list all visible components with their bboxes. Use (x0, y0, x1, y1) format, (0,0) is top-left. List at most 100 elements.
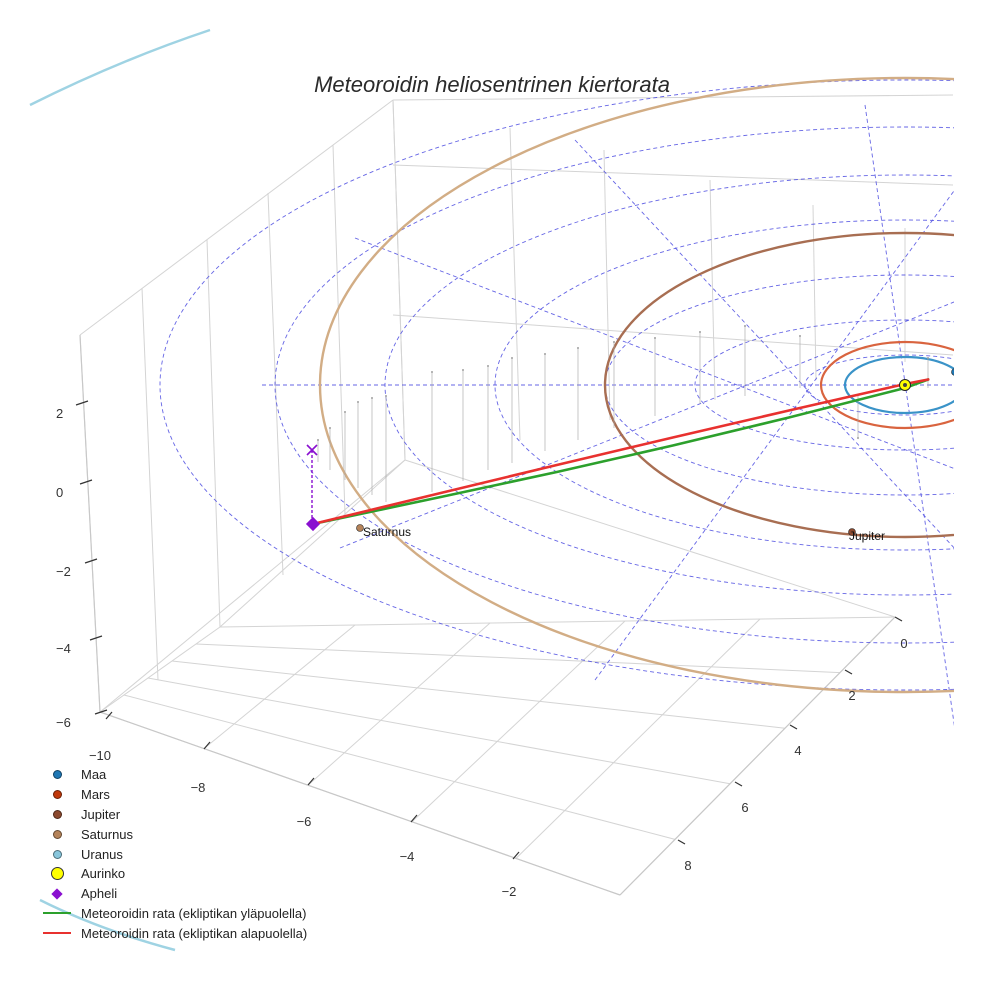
drop-point (613, 341, 615, 343)
drop-point (385, 395, 387, 397)
legend-label: Mars (81, 787, 110, 803)
wall-grid-line (141, 287, 159, 681)
legend-label: Meteoroidin rata (ekliptikan yläpuolella… (81, 905, 307, 921)
legend-swatch (51, 888, 63, 900)
orbit-saturnus (318, 76, 954, 694)
trajectory-below-ecliptic (311, 378, 930, 526)
floor-grid-line (307, 622, 491, 786)
wall-grid-line (392, 164, 954, 186)
y-tick-label: 2 (848, 688, 855, 703)
ecliptic-grid-line (339, 301, 954, 549)
drop-point (462, 369, 464, 371)
x-tick-mark (410, 814, 418, 823)
wall-grid-line (219, 459, 406, 628)
chart-title: Meteoroidin heliosentrinen kiertorata (314, 72, 670, 97)
tick-labels: −10 −8 −6 −4 −2 0 2 4 6 8 2 0 −2 −4 −6 (56, 400, 908, 899)
drop-point (371, 397, 373, 399)
ecliptic-grid-ring (494, 219, 954, 551)
planet-maa (951, 368, 954, 376)
legend-item: Apheli (40, 884, 307, 904)
wall-grid-line (99, 459, 406, 713)
legend-item: Uranus (40, 844, 307, 864)
wall-grid-line (392, 94, 954, 101)
orbit-uranus (29, 28, 211, 107)
x-tick-label: −4 (400, 849, 415, 864)
planet-orbits (29, 28, 954, 952)
x-axis-line (99, 711, 621, 896)
planet-label-jupiter: Jupiter (849, 529, 885, 543)
legend-label: Aurinko (81, 866, 126, 882)
orbit-jupiter (603, 231, 954, 539)
z-tick-mark (79, 479, 93, 485)
ecliptic-grid-line (354, 237, 954, 469)
legend-symbol (40, 767, 74, 783)
z-tick-label: 0 (56, 485, 63, 500)
axes-grid (79, 94, 954, 896)
floor-grid-line (411, 620, 626, 823)
ecliptic-grid-line (594, 190, 954, 681)
floor-grid-line (203, 624, 356, 749)
legend-symbol (40, 826, 74, 842)
drop-point (544, 353, 546, 355)
drop-point (577, 347, 579, 349)
y-tick-label: 6 (741, 800, 748, 815)
x-tick-mark (203, 741, 211, 750)
planet-label-maa: Maa (958, 362, 982, 376)
ecliptic-grid-line (574, 139, 954, 549)
drop-point (511, 357, 513, 359)
wall-grid-line (392, 314, 954, 356)
markers: Maa Jupiter Saturnus (305, 362, 982, 543)
z-tick-label: −2 (56, 564, 71, 579)
drop-point (744, 325, 746, 327)
y-axis-line (619, 616, 896, 896)
floor-grid-line (195, 643, 841, 674)
legend-symbol (40, 806, 74, 822)
z-tick-label: −6 (56, 715, 71, 730)
planet-jupiter (848, 528, 856, 536)
floor-grid-line (219, 616, 896, 628)
x-tick-mark (512, 851, 520, 860)
wall-grid-line (709, 179, 716, 401)
z-axis-line (79, 334, 101, 713)
floor-grid-line (99, 626, 221, 713)
legend-label: Maa (81, 767, 107, 783)
drop-point (654, 337, 656, 339)
legend-label: Jupiter (81, 806, 121, 822)
drop-point (431, 371, 433, 373)
planet-saturnus (356, 524, 364, 532)
z-tick-label: −4 (56, 641, 71, 656)
z-tick-mark (94, 709, 108, 715)
wall-grid-line (206, 239, 221, 628)
legend-swatch (52, 849, 62, 859)
z-tick-mark (84, 558, 98, 564)
orbit-maa (843, 355, 954, 415)
legend-item: Saturnus (40, 824, 307, 844)
wall-grid-line (332, 144, 346, 516)
legend-item: Aurinko (40, 864, 307, 884)
legend-item: Meteoroidin rata (ekliptikan alapuolella… (40, 923, 307, 943)
y-tick-mark (894, 616, 903, 622)
drop-point (927, 357, 929, 359)
legend-swatch (52, 790, 62, 800)
wall-grid-line (603, 149, 611, 421)
legend-symbol (40, 905, 74, 921)
legend-item: Mars (40, 785, 307, 805)
drop-point (699, 331, 701, 333)
wall-grid-line (79, 99, 394, 336)
legend-label: Uranus (81, 846, 123, 862)
drop-point (329, 427, 331, 429)
floor-grid-line (515, 618, 761, 859)
legend-label: Meteoroidin rata (ekliptikan alapuolella… (81, 925, 308, 941)
y-tick-mark (789, 724, 798, 730)
z-tick-mark (89, 635, 103, 641)
drop-point (487, 365, 489, 367)
legend-swatch (43, 912, 71, 915)
legend-swatch (52, 829, 62, 839)
legend-swatch (43, 932, 71, 935)
y-tick-mark (677, 839, 686, 845)
z-tick-label: 2 (56, 406, 63, 421)
legend: Maa Mars Jupiter Saturnus Uranus Aurinko Aphel… (40, 765, 307, 943)
legend-item: Maa (40, 765, 307, 785)
sun-center (903, 383, 907, 387)
y-tick-mark (844, 669, 853, 675)
